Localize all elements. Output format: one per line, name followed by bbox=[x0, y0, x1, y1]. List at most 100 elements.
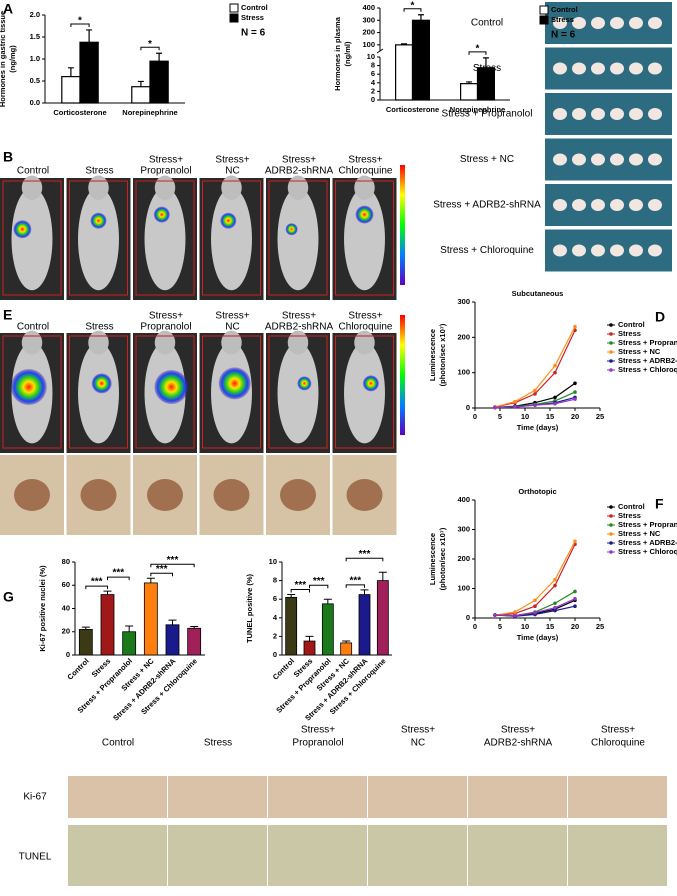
error-bar bbox=[168, 619, 177, 625]
mouse-body bbox=[211, 187, 252, 291]
bar bbox=[143, 582, 158, 656]
significance-label: *** bbox=[156, 564, 168, 575]
tumor bbox=[648, 153, 662, 166]
significance-bracket bbox=[70, 23, 90, 27]
chart-title: Orthotopic bbox=[518, 487, 556, 496]
bar bbox=[340, 642, 353, 656]
ki67-image bbox=[568, 776, 667, 818]
legend-label: Stress + Chloroquine bbox=[618, 547, 677, 556]
bar bbox=[358, 594, 371, 656]
ki67-image bbox=[168, 776, 267, 818]
tumor bbox=[610, 153, 624, 166]
tumor bbox=[629, 244, 643, 257]
y-tick-label: 0.0 bbox=[30, 98, 40, 107]
column-label: Stress bbox=[85, 322, 113, 333]
column-label: NC bbox=[411, 738, 425, 749]
mouse-body bbox=[277, 342, 319, 444]
ki67-image bbox=[368, 776, 467, 818]
significance-bracket bbox=[290, 589, 310, 593]
tumor bbox=[629, 62, 643, 75]
colorbar bbox=[400, 165, 405, 285]
x-tick-label: Control bbox=[65, 656, 90, 681]
x-tick-label: 0 bbox=[473, 622, 477, 631]
tumor bbox=[591, 108, 605, 120]
column-label: Stress+ bbox=[601, 725, 635, 736]
error-bar bbox=[401, 43, 408, 45]
tumor bbox=[648, 108, 662, 120]
mouse-body bbox=[11, 187, 53, 291]
tumor bbox=[629, 153, 643, 166]
y-tick-label: 1.5 bbox=[30, 32, 40, 41]
data-point bbox=[493, 405, 497, 410]
data-point bbox=[553, 601, 557, 606]
mouse-head bbox=[88, 330, 109, 355]
legend-marker bbox=[609, 523, 613, 527]
bar bbox=[395, 44, 414, 101]
tumor bbox=[648, 17, 662, 29]
column-label: Control bbox=[102, 738, 134, 749]
legend-swatch bbox=[539, 15, 549, 25]
bar bbox=[79, 41, 99, 104]
bar bbox=[165, 624, 180, 656]
mouse-head bbox=[354, 175, 375, 200]
y-axis-label: Hormones in plasma bbox=[333, 16, 342, 91]
data-point bbox=[533, 392, 537, 396]
y-tick-label: 400 bbox=[362, 3, 375, 12]
data-point bbox=[533, 604, 537, 608]
mouse-body bbox=[78, 342, 119, 444]
x-tick-label: 10 bbox=[521, 412, 529, 421]
tissue bbox=[346, 479, 383, 511]
data-point bbox=[553, 401, 557, 406]
legend-marker bbox=[609, 505, 613, 509]
tissue bbox=[147, 479, 183, 511]
y-tick-label: 40 bbox=[62, 603, 70, 612]
data-point bbox=[573, 390, 577, 394]
note: N = 6 bbox=[551, 30, 576, 41]
tumor bbox=[648, 199, 662, 211]
legend-label: Stress + NC bbox=[618, 347, 661, 356]
column-label: Chloroquine bbox=[339, 322, 393, 333]
luminescence bbox=[10, 369, 47, 405]
mouse-body bbox=[144, 187, 186, 291]
column-label: Chloroquine bbox=[339, 166, 393, 177]
tumor bbox=[610, 108, 624, 120]
y-tick-label: 8 bbox=[371, 61, 375, 70]
data-point bbox=[553, 395, 557, 400]
x-tick-label: 20 bbox=[571, 622, 579, 631]
legend-marker bbox=[609, 368, 613, 372]
panel-label: A bbox=[3, 1, 13, 17]
legend-marker bbox=[609, 550, 613, 554]
legend-label: Stress + Propranolol bbox=[618, 520, 677, 529]
luminescence bbox=[91, 373, 112, 394]
significance-bracket bbox=[345, 584, 365, 588]
y-tick-label: 100 bbox=[457, 368, 470, 377]
y-tick-label: 300 bbox=[457, 297, 470, 306]
y-tick-label: 2 bbox=[371, 86, 375, 95]
y-tick-label: 10 bbox=[367, 52, 375, 61]
error-bar bbox=[482, 57, 489, 68]
column-label: Stress+ bbox=[348, 311, 382, 322]
bar bbox=[411, 19, 430, 101]
luminescence bbox=[218, 367, 251, 400]
data-point bbox=[533, 403, 537, 407]
x-tick-label: 0 bbox=[473, 412, 477, 421]
column-label: Stress+ bbox=[401, 725, 435, 736]
y-tick-label: 100 bbox=[457, 583, 470, 592]
colorbar bbox=[400, 315, 405, 435]
bar bbox=[131, 86, 151, 104]
data-point bbox=[533, 610, 537, 615]
y-tick-label: 20 bbox=[62, 627, 70, 636]
tumor bbox=[648, 244, 662, 257]
mouse-head bbox=[21, 175, 43, 200]
legend-label: Control bbox=[551, 5, 578, 14]
data-point bbox=[553, 605, 557, 610]
y-axis-label: Luminescence bbox=[428, 533, 437, 585]
y-tick-label: 1.0 bbox=[30, 54, 40, 63]
row-label: Stress + Chloroquine bbox=[440, 245, 534, 256]
x-axis-label: Time (days) bbox=[517, 633, 559, 642]
legend-label: Stress bbox=[618, 329, 641, 338]
column-label: NC bbox=[225, 322, 239, 333]
luminescence bbox=[220, 212, 237, 229]
luminescence bbox=[285, 223, 298, 236]
